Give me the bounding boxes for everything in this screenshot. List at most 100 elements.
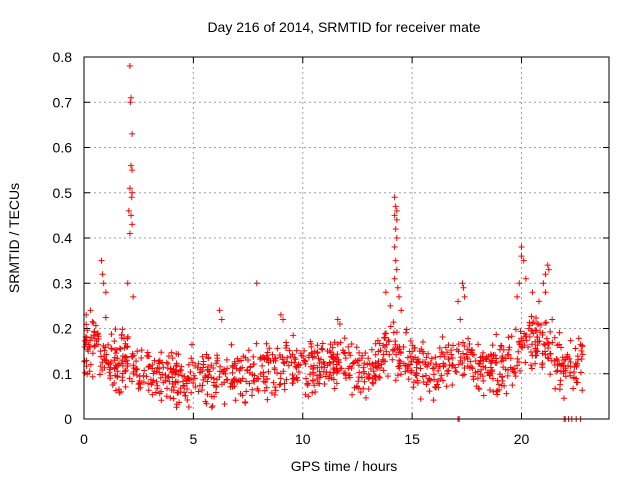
data-point — [396, 362, 403, 369]
data-point — [452, 368, 459, 375]
data-point — [503, 390, 510, 397]
data-point — [436, 345, 443, 352]
data-point — [528, 365, 535, 372]
data-point — [118, 388, 125, 395]
data-point — [402, 368, 409, 375]
data-point — [539, 350, 546, 357]
data-point — [536, 298, 542, 305]
data-point — [309, 354, 316, 361]
data-point — [495, 381, 502, 388]
data-point — [304, 380, 311, 387]
data-point — [95, 341, 102, 348]
data-point — [156, 369, 163, 376]
data-point — [151, 357, 158, 364]
data-point — [480, 349, 487, 356]
data-point — [578, 356, 585, 363]
data-point — [533, 327, 540, 334]
data-point — [253, 280, 260, 287]
data-point — [359, 352, 366, 359]
data-point — [293, 364, 300, 371]
data-point — [369, 362, 376, 369]
data-point — [229, 369, 236, 376]
data-point — [310, 377, 317, 384]
data-point — [533, 347, 540, 354]
data-point — [259, 362, 266, 369]
data-point — [247, 363, 254, 370]
data-point — [541, 341, 548, 348]
y-tick-label: 0.5 — [53, 185, 73, 201]
data-point — [102, 314, 109, 321]
data-point — [239, 375, 246, 382]
data-point — [175, 351, 182, 358]
data-point — [393, 207, 400, 214]
data-point — [169, 355, 176, 362]
data-point — [420, 350, 427, 357]
data-point — [567, 359, 574, 366]
data-point — [176, 399, 183, 406]
data-point — [461, 343, 468, 350]
data-point — [177, 368, 184, 375]
data-point — [208, 404, 215, 411]
data-point — [321, 360, 328, 367]
data-point — [143, 373, 150, 380]
data-point — [126, 230, 133, 237]
data-point — [341, 335, 348, 342]
data-point — [545, 266, 552, 273]
data-point — [149, 391, 156, 398]
data-point — [253, 340, 260, 347]
data-point — [272, 387, 279, 394]
data-point — [213, 360, 220, 367]
data-point — [326, 348, 333, 355]
data-point — [302, 357, 309, 364]
data-point — [195, 360, 202, 367]
data-point — [579, 343, 586, 350]
data-point — [343, 375, 350, 382]
data-point — [129, 350, 136, 357]
data-point — [509, 382, 516, 389]
data-point — [315, 355, 322, 362]
y-tick-label: 0.3 — [53, 275, 73, 291]
data-point — [205, 354, 212, 361]
data-point — [170, 366, 177, 373]
data-point — [290, 375, 297, 382]
data-point — [348, 341, 355, 348]
data-point — [393, 329, 400, 336]
data-point — [384, 373, 391, 380]
data-point — [94, 330, 101, 337]
data-point — [540, 280, 547, 287]
data-point — [140, 379, 147, 386]
data-point — [360, 364, 367, 371]
data-point — [327, 360, 334, 367]
data-point — [195, 388, 202, 395]
data-point — [129, 167, 136, 174]
data-point — [573, 375, 580, 382]
data-point — [283, 342, 290, 349]
data-point — [293, 347, 300, 354]
data-point — [564, 353, 571, 360]
data-point — [122, 340, 129, 347]
data-point — [494, 377, 501, 384]
data-point — [375, 358, 382, 365]
data-point — [334, 341, 341, 348]
data-point — [185, 403, 192, 410]
data-point — [522, 333, 529, 340]
data-point — [508, 333, 515, 340]
data-point — [475, 341, 482, 348]
data-point — [345, 343, 352, 350]
data-point — [367, 366, 374, 373]
data-point — [474, 375, 481, 382]
data-point — [129, 378, 136, 385]
data-point — [406, 348, 413, 355]
data-point — [277, 311, 284, 318]
data-point — [237, 365, 244, 372]
data-point — [472, 369, 479, 376]
data-point — [129, 221, 136, 228]
data-point — [245, 356, 252, 363]
data-point — [181, 383, 188, 390]
data-point — [515, 358, 522, 365]
data-point — [118, 331, 125, 338]
data-point — [262, 379, 269, 386]
y-tick-label: 0.8 — [53, 49, 73, 65]
data-point — [219, 368, 226, 375]
data-point — [168, 369, 175, 376]
